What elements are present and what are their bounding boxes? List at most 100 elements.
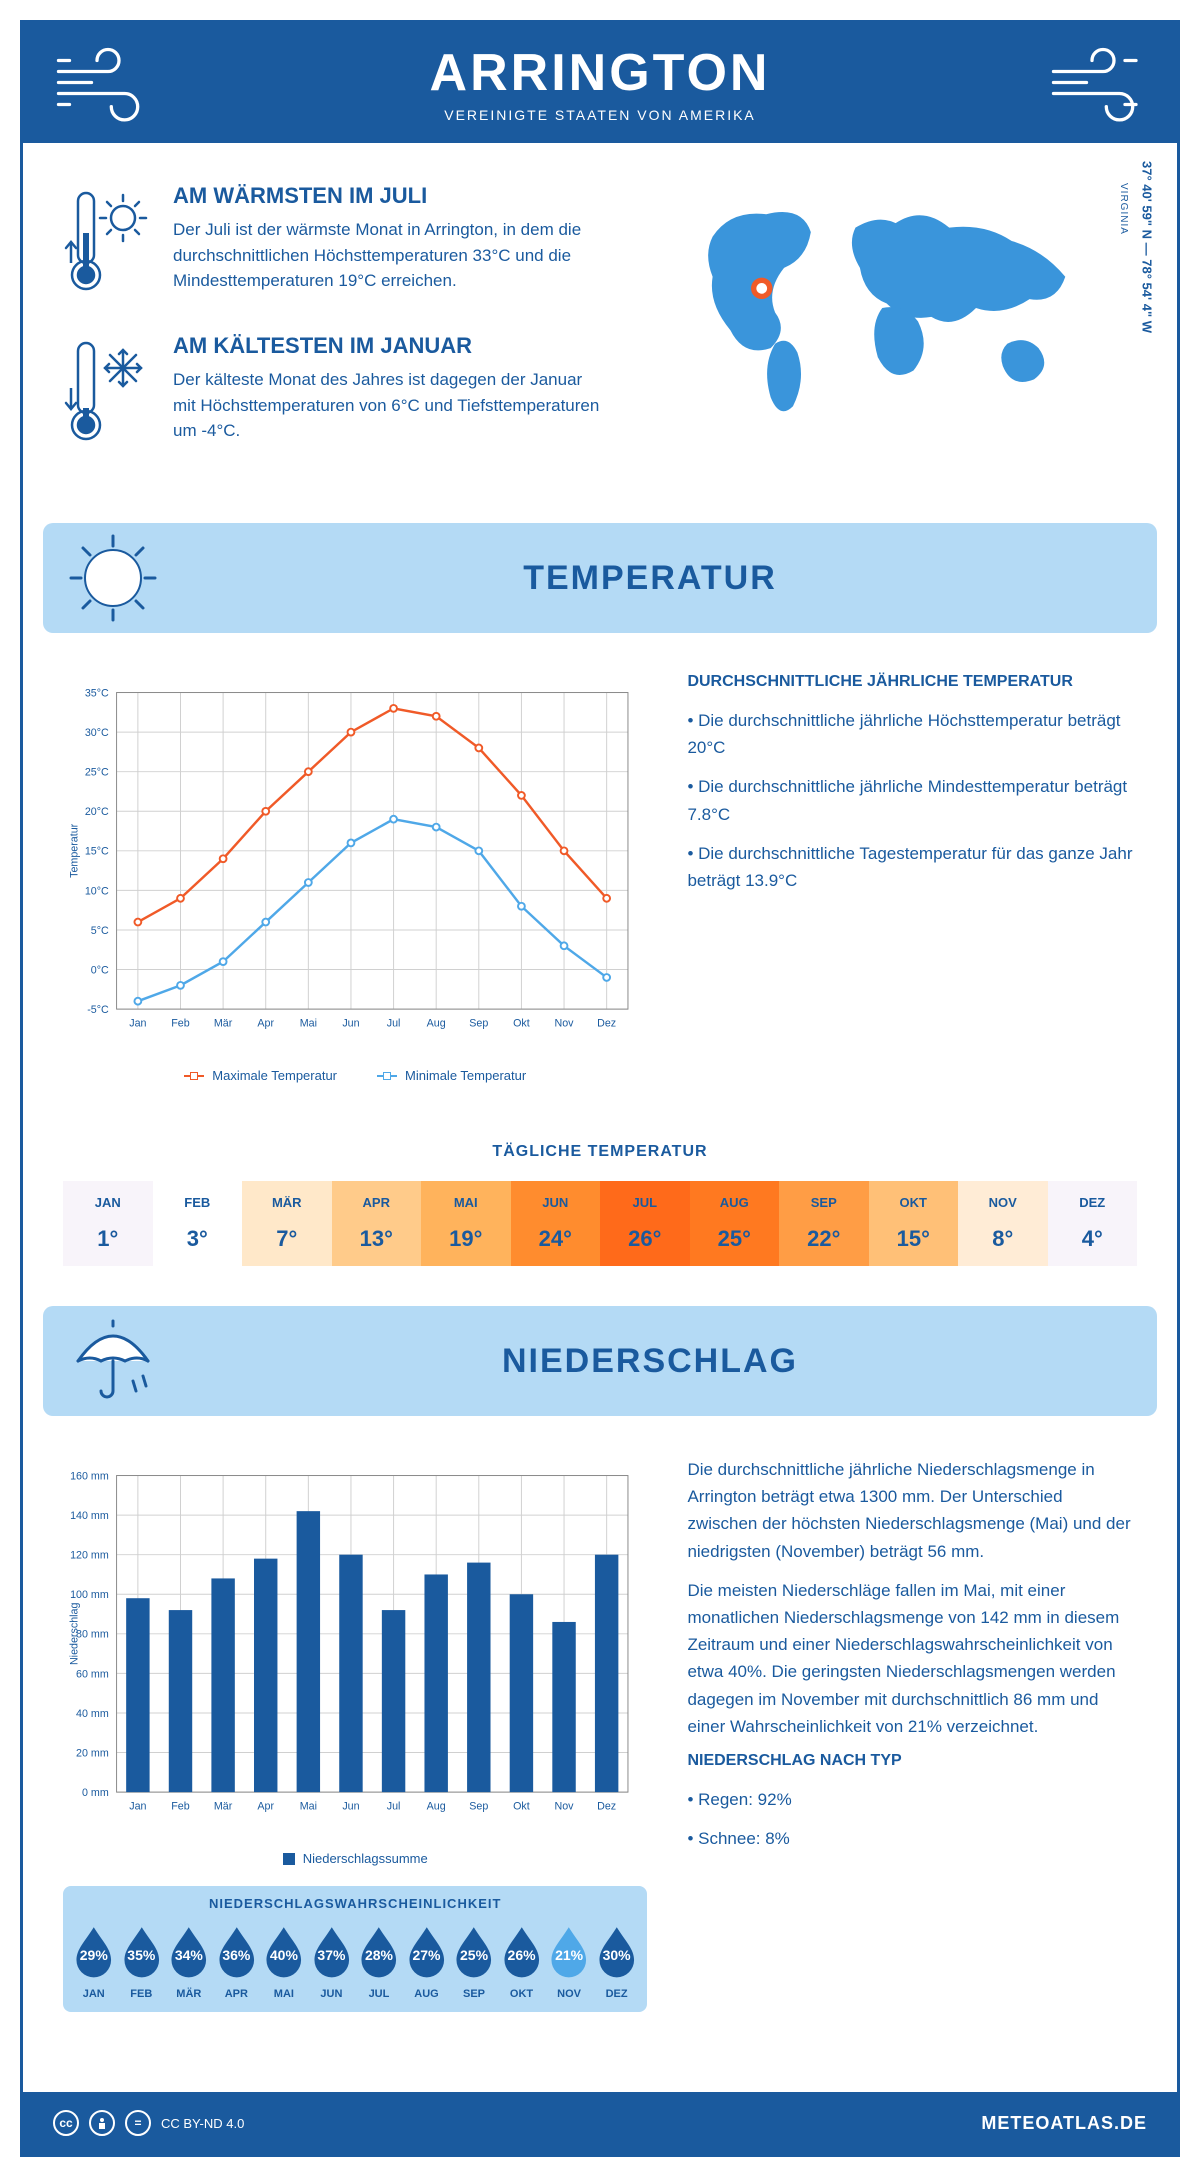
svg-text:Jul: Jul (387, 1801, 401, 1813)
temp-strip-cell: NOV8° (958, 1181, 1048, 1266)
probability-drop: 34%MÄR (166, 1921, 212, 2000)
precipitation-bar-chart: 0 mm20 mm40 mm60 mm80 mm100 mm120 mm140 … (63, 1456, 647, 1836)
svg-text:0°C: 0°C (91, 964, 109, 976)
svg-text:Mär: Mär (214, 1801, 233, 1813)
temp-strip-cell: APR13° (332, 1181, 422, 1266)
svg-text:40 mm: 40 mm (76, 1708, 109, 1720)
svg-text:120 mm: 120 mm (70, 1550, 109, 1562)
svg-text:Jan: Jan (129, 1801, 146, 1813)
temp-strip-cell: AUG25° (690, 1181, 780, 1266)
page-title: ARRINGTON (43, 43, 1157, 103)
svg-text:20°C: 20°C (85, 806, 109, 818)
legend-min: Minimale Temperatur (405, 1068, 526, 1083)
svg-text:Apr: Apr (257, 1801, 274, 1813)
svg-text:Okt: Okt (513, 1801, 530, 1813)
cc-icon: cc (53, 2110, 79, 2136)
temp-strip-cell: JUL26° (600, 1181, 690, 1266)
temp-strip-cell: JAN1° (63, 1181, 153, 1266)
temperature-line-chart: -5°C0°C5°C10°C15°C20°C25°C30°C35°CJanFeb… (63, 673, 647, 1053)
temp-bullet: Die durchschnittliche jährliche Höchstte… (687, 707, 1137, 761)
precip-para: Die durchschnittliche jährliche Niedersc… (687, 1456, 1137, 1565)
precip-type-heading: NIEDERSCHLAG NACH TYP (687, 1752, 1137, 1770)
svg-text:Mai: Mai (300, 1018, 317, 1030)
precip-legend: Niederschlagssumme (63, 1851, 647, 1866)
svg-text:Jun: Jun (342, 1801, 359, 1813)
probability-drop: 35%FEB (119, 1921, 165, 2000)
svg-text:Apr: Apr (257, 1018, 274, 1030)
intro-section: AM WÄRMSTEN IM JULI Der Juli ist der wär… (23, 143, 1177, 523)
daily-temp-title: TÄGLICHE TEMPERATUR (23, 1143, 1177, 1161)
wind-icon (1037, 43, 1147, 133)
header: ARRINGTON VEREINIGTE STAATEN VON AMERIKA (23, 23, 1177, 143)
svg-text:Jul: Jul (387, 1018, 401, 1030)
temp-bullet: Die durchschnittliche Tagestemperatur fü… (687, 840, 1137, 894)
svg-text:140 mm: 140 mm (70, 1510, 109, 1522)
state-label: VIRGINIA (1118, 183, 1129, 235)
thermometer-snow-icon (63, 333, 153, 453)
thermometer-sun-icon (63, 183, 153, 303)
temp-strip-cell: SEP22° (779, 1181, 869, 1266)
svg-text:Aug: Aug (427, 1801, 446, 1813)
temp-strip-cell: JUN24° (511, 1181, 601, 1266)
svg-text:Sep: Sep (469, 1018, 488, 1030)
probability-drop: 28%JUL (356, 1921, 402, 2000)
footer: cc = CC BY-ND 4.0 METEOATLAS.DE (23, 2092, 1177, 2154)
sun-icon (63, 528, 163, 628)
svg-text:60 mm: 60 mm (76, 1668, 109, 1680)
temp-bullet: Die durchschnittliche jährliche Mindestt… (687, 773, 1137, 827)
probability-drop: 29%JAN (71, 1921, 117, 2000)
svg-text:30°C: 30°C (85, 727, 109, 739)
svg-text:80 mm: 80 mm (76, 1629, 109, 1641)
by-icon (89, 2110, 115, 2136)
svg-text:35°C: 35°C (85, 687, 109, 699)
svg-text:0 mm: 0 mm (82, 1787, 109, 1799)
license-text: CC BY-ND 4.0 (161, 2116, 244, 2131)
precip-type: Schnee: 8% (687, 1825, 1137, 1852)
svg-text:Temperatur: Temperatur (69, 823, 81, 878)
svg-text:Mai: Mai (300, 1801, 317, 1813)
svg-text:Niederschlag: Niederschlag (69, 1603, 81, 1666)
warm-fact-text: Der Juli ist der wärmste Monat in Arring… (173, 217, 605, 294)
probability-drop: 25%SEP (451, 1921, 497, 2000)
probability-drop: 37%JUN (309, 1921, 355, 2000)
svg-text:160 mm: 160 mm (70, 1470, 109, 1482)
temp-strip-cell: MÄR7° (242, 1181, 332, 1266)
temp-strip-cell: MAI19° (421, 1181, 511, 1266)
prob-title: NIEDERSCHLAGSWAHRSCHEINLICHKEIT (63, 1886, 647, 1921)
svg-text:20 mm: 20 mm (76, 1747, 109, 1759)
daily-temp-strip: JAN1°FEB3°MÄR7°APR13°MAI19°JUN24°JUL26°A… (63, 1181, 1137, 1266)
cold-fact-title: AM KÄLTESTEN IM JANUAR (173, 333, 605, 359)
wind-icon (53, 43, 163, 133)
svg-text:Feb: Feb (171, 1018, 189, 1030)
temp-section-header: TEMPERATUR (43, 523, 1157, 633)
svg-text:25°C: 25°C (85, 767, 109, 779)
probability-drop: 40%MAI (261, 1921, 307, 2000)
probability-drop: 26%OKT (499, 1921, 545, 2000)
page-subtitle: VEREINIGTE STAATEN VON AMERIKA (43, 107, 1157, 123)
svg-text:Feb: Feb (171, 1801, 189, 1813)
probability-drop: 27%AUG (404, 1921, 450, 2000)
svg-text:5°C: 5°C (91, 925, 109, 937)
svg-text:Nov: Nov (555, 1018, 575, 1030)
svg-text:15°C: 15°C (85, 846, 109, 858)
temp-heading: TEMPERATUR (163, 559, 1137, 598)
warm-fact-title: AM WÄRMSTEN IM JULI (173, 183, 605, 209)
svg-text:Aug: Aug (427, 1018, 446, 1030)
probability-drop: 36%APR (214, 1921, 260, 2000)
svg-text:Jan: Jan (129, 1018, 146, 1030)
warm-fact: AM WÄRMSTEN IM JULI Der Juli ist der wär… (63, 183, 605, 303)
svg-text:Jun: Jun (342, 1018, 359, 1030)
svg-text:Dez: Dez (597, 1801, 616, 1813)
temp-strip-cell: OKT15° (869, 1181, 959, 1266)
coordinates: 37° 40' 59" N — 78° 54' 4" W (1140, 161, 1155, 333)
temp-strip-cell: FEB3° (153, 1181, 243, 1266)
svg-text:Mär: Mär (214, 1018, 233, 1030)
cold-fact-text: Der kälteste Monat des Jahres ist dagege… (173, 367, 605, 444)
precip-heading: NIEDERSCHLAG (163, 1342, 1137, 1381)
probability-drop: 21%NOV (546, 1921, 592, 2000)
temp-text-heading: DURCHSCHNITTLICHE JÄHRLICHE TEMPERATUR (687, 673, 1137, 691)
temp-legend: Maximale Temperatur Minimale Temperatur (63, 1068, 647, 1083)
legend-max: Maximale Temperatur (212, 1068, 337, 1083)
world-map-icon (645, 183, 1137, 433)
site-name: METEOATLAS.DE (981, 2113, 1147, 2134)
